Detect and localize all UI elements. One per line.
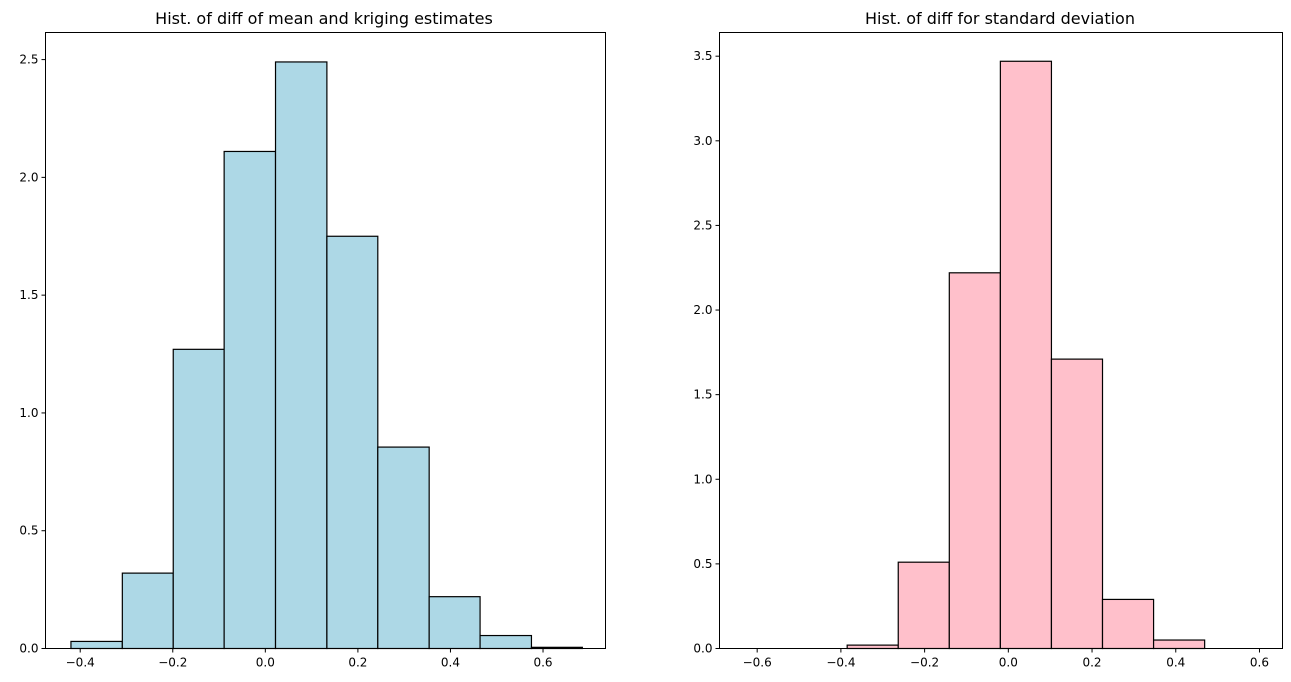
chart-title: Hist. of diff of mean and kriging estima…	[155, 9, 493, 28]
y-tick-label: 1.0	[693, 472, 712, 486]
histogram-bar	[846, 644, 899, 650]
histogram-standard-deviation: Hist. of diff for standard deviation −0.…	[693, 9, 1283, 670]
y-tick-label: 0.0	[19, 642, 38, 656]
x-tick-label: −0.4	[66, 656, 95, 670]
histogram-mean-kriging: Hist. of diff of mean and kriging estima…	[19, 9, 606, 670]
y-tick-label: 2.0	[19, 170, 38, 184]
y-tick-label: 2.5	[19, 53, 38, 67]
x-tick-label: 0.2	[1082, 656, 1101, 670]
x-tick-label: −0.2	[910, 656, 939, 670]
y-tick-label: 2.5	[693, 218, 712, 232]
histogram-bar	[326, 235, 379, 650]
histogram-bar	[70, 640, 123, 650]
y-tick-label: 3.5	[693, 49, 712, 63]
histogram-bar	[274, 61, 328, 650]
histogram-bar	[428, 596, 481, 650]
x-tick-label: 0.2	[348, 656, 367, 670]
x-tick-label: 0.4	[441, 656, 460, 670]
y-tick-label: 1.5	[693, 388, 712, 402]
y-axis-ticks: 0.0 0.5 1.0 1.5 2.0 2.5 3.0 3.5	[693, 49, 720, 656]
chart-title: Hist. of diff for standard deviation	[865, 9, 1135, 28]
x-axis-ticks: −0.6 −0.4 −0.2 0.0 0.2 0.4 0.6	[743, 648, 1269, 670]
axes-frame	[719, 32, 1283, 649]
histogram-bar	[223, 150, 277, 650]
y-tick-label: 0.5	[19, 524, 38, 538]
x-tick-label: −0.4	[826, 656, 855, 670]
histogram-bar	[1152, 639, 1206, 650]
y-tick-label: 1.0	[19, 406, 38, 420]
histogram-bar	[999, 60, 1053, 650]
x-tick-label: 0.0	[256, 656, 275, 670]
y-tick-label: 0.5	[693, 557, 712, 571]
histogram-bar	[1101, 598, 1155, 650]
bars	[846, 60, 1206, 650]
y-tick-label: 0.0	[693, 642, 712, 656]
x-tick-label: −0.6	[743, 656, 772, 670]
histogram-bar	[897, 561, 950, 650]
axes-frame	[45, 32, 606, 649]
bars	[70, 61, 583, 650]
x-tick-label: 0.0	[999, 656, 1018, 670]
x-tick-label: 0.4	[1166, 656, 1185, 670]
y-tick-label: 1.5	[19, 288, 38, 302]
histogram-bar	[948, 272, 1001, 650]
histogram-bar	[172, 348, 225, 650]
histogram-bar	[479, 634, 533, 650]
x-axis-ticks: −0.4 −0.2 0.0 0.2 0.4 0.6	[66, 648, 553, 670]
x-tick-label: −0.2	[158, 656, 187, 670]
y-tick-label: 2.0	[693, 303, 712, 317]
x-tick-label: 0.6	[533, 656, 552, 670]
histogram-bar	[377, 446, 430, 650]
histogram-bar	[1050, 358, 1104, 650]
histogram-bar	[121, 572, 174, 650]
y-axis-ticks: 0.0 0.5 1.0 1.5 2.0 2.5	[19, 53, 46, 656]
x-tick-label: 0.6	[1250, 656, 1269, 670]
y-tick-label: 3.0	[693, 134, 712, 148]
